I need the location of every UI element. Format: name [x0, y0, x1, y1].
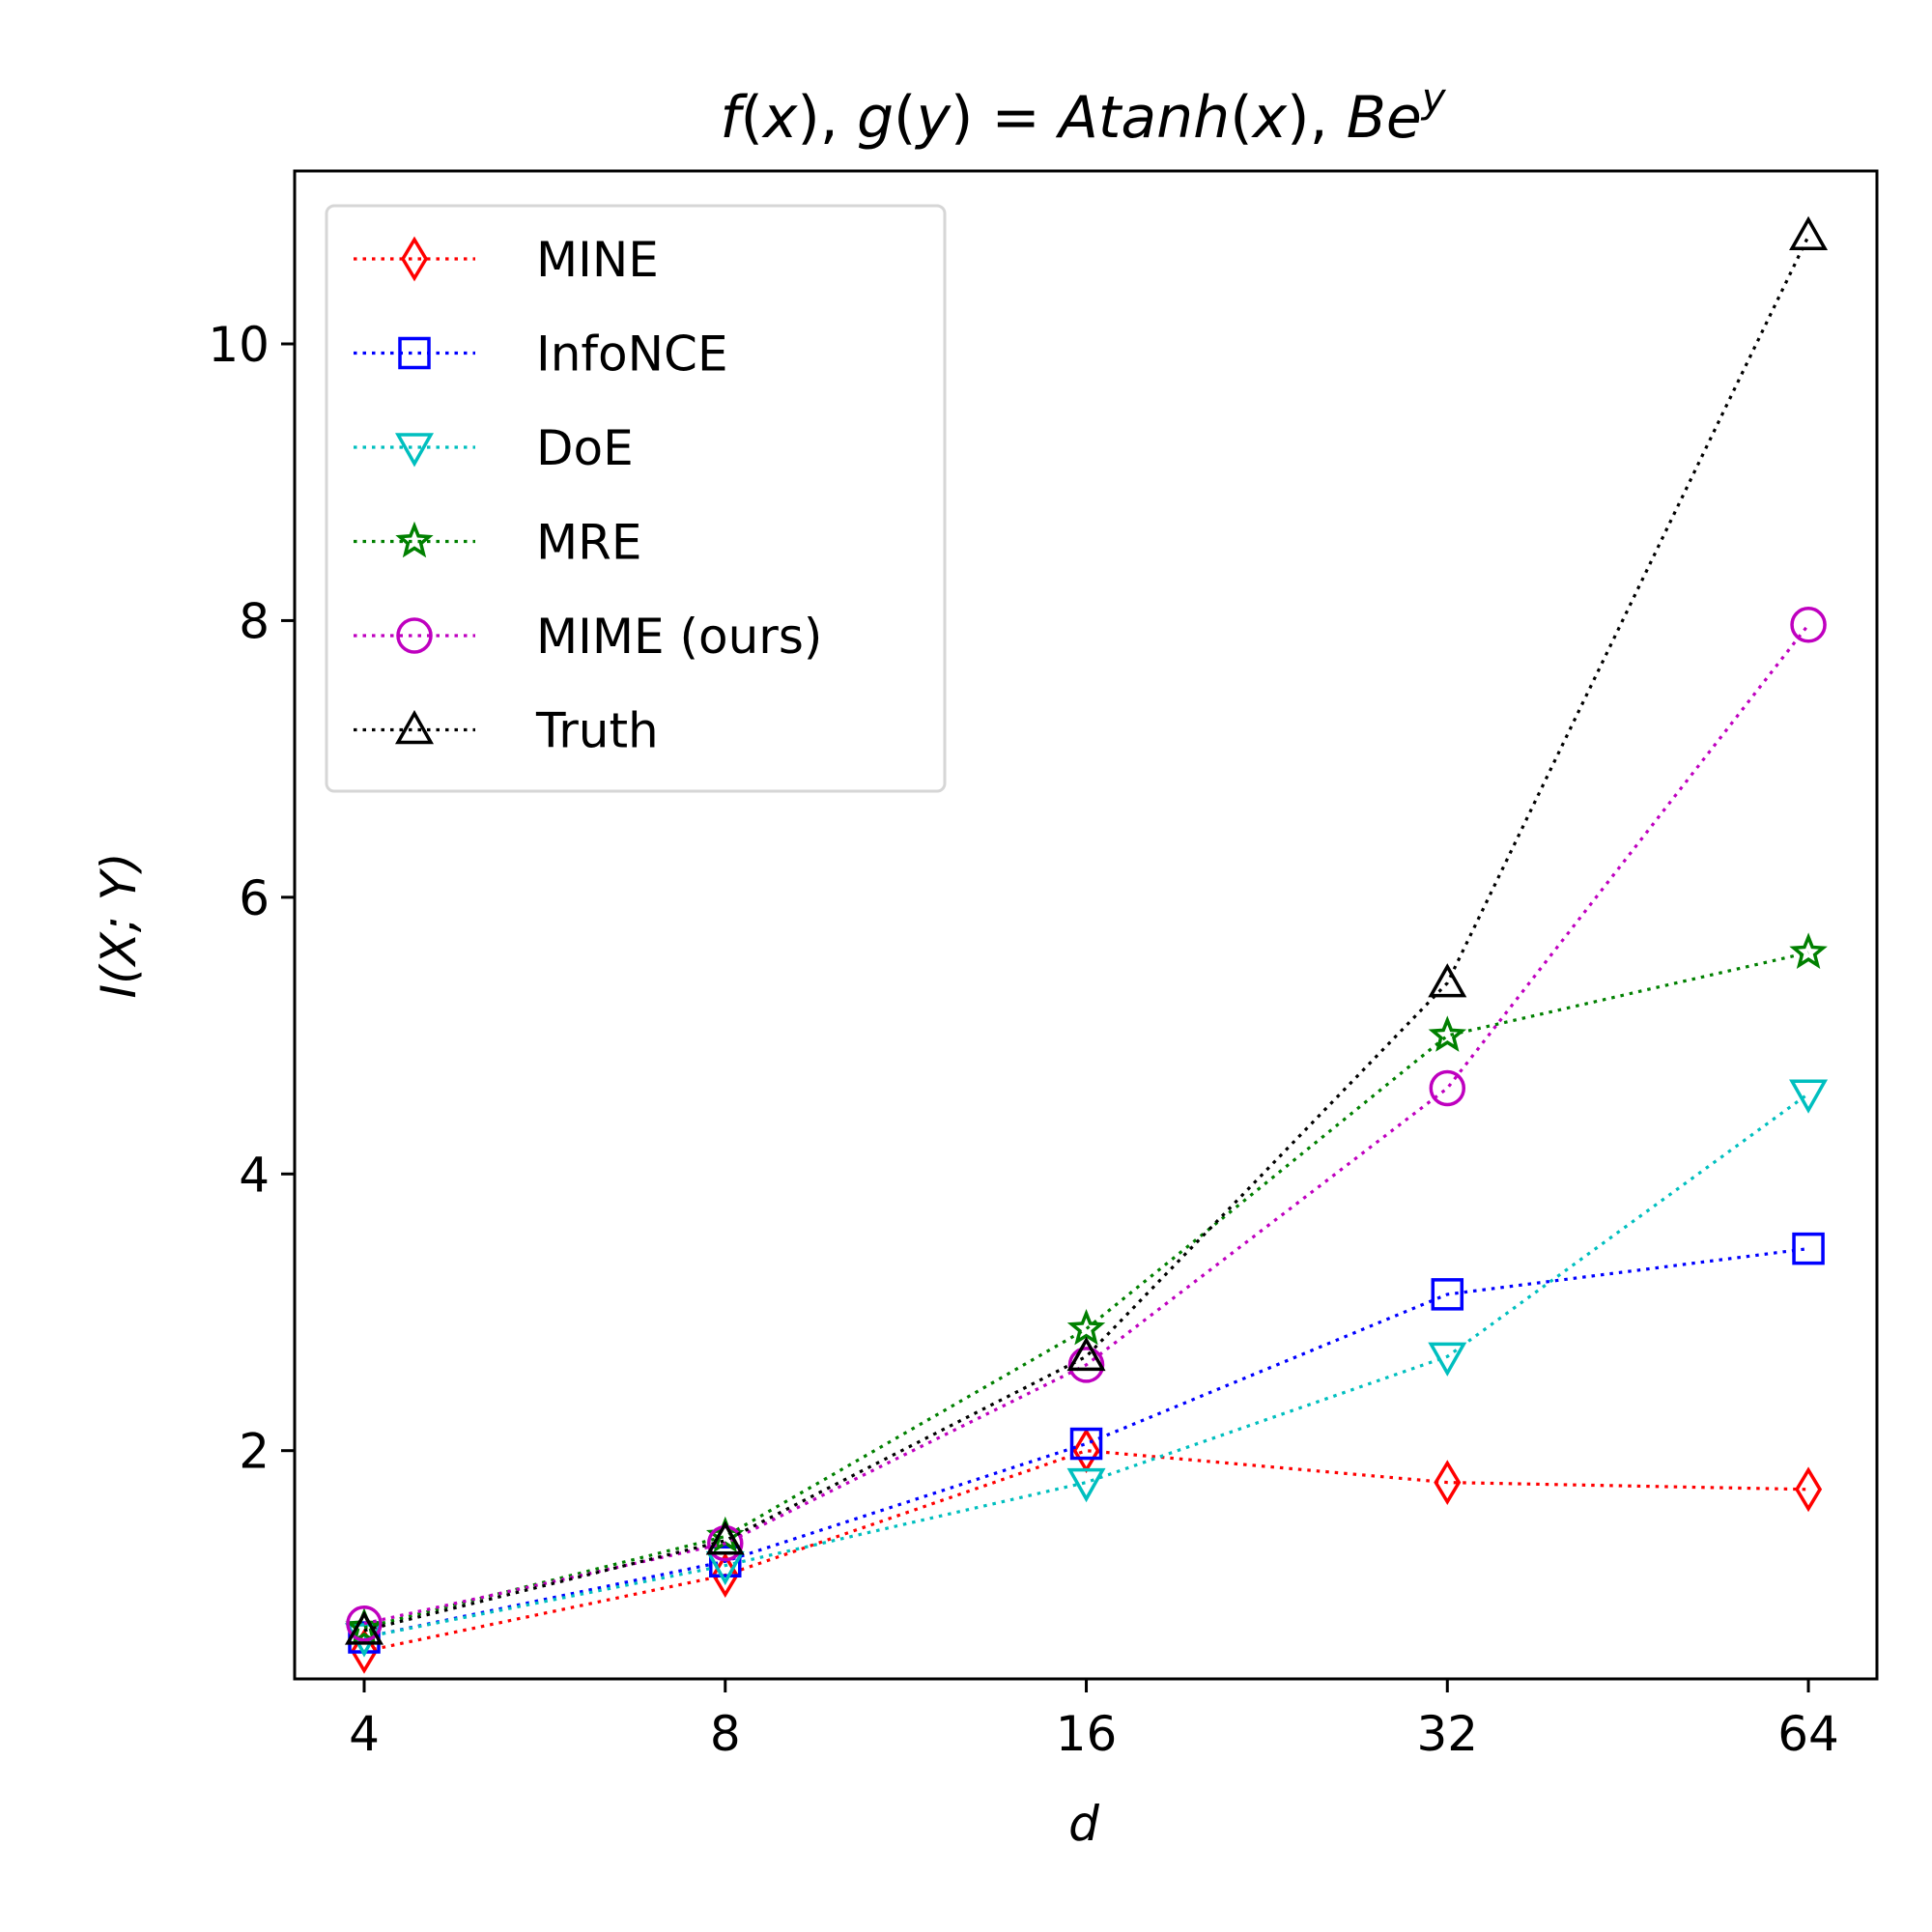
x-tick-label: 16 [1056, 1706, 1118, 1762]
title-part: x [1251, 84, 1288, 152]
data-point [1066, 1308, 1106, 1346]
title-part: ( [1230, 84, 1252, 152]
legend-label: MINE [536, 232, 659, 288]
series-line [363, 951, 1809, 1630]
data-point [345, 1607, 384, 1644]
legend-marker [398, 336, 431, 370]
legend-label: MRE [536, 515, 641, 571]
title-part: ), [1287, 84, 1347, 152]
y-tick-label: 8 [239, 593, 270, 649]
legend-box [325, 204, 947, 793]
legend-entry: DoE [354, 420, 634, 476]
legend-marker [396, 617, 433, 654]
legend-marker [400, 236, 429, 282]
title-part: g [857, 84, 894, 152]
chart-title: f(x), g(y) = Atanh(x), Bey [720, 74, 1446, 152]
title-part: ) = [951, 84, 1059, 152]
x-axis-label: d [1068, 1796, 1099, 1852]
data-point [1429, 1069, 1466, 1107]
data-point [1066, 1467, 1106, 1503]
legend-entry: MIME (ours) [354, 609, 822, 665]
data-point [1066, 1336, 1106, 1372]
data-point [346, 1605, 383, 1642]
title-part: x [761, 84, 798, 152]
x-axis: 4 8 16 32 64 [349, 1679, 1839, 1762]
data-point [1795, 1466, 1823, 1513]
data-point [1434, 1460, 1462, 1506]
plot-area [345, 215, 1829, 1674]
series-mime-ours [346, 606, 1827, 1642]
title-superscript: y [1420, 74, 1447, 122]
data-point [350, 1628, 379, 1674]
y-axis-label: I(X; Y) [91, 852, 147, 998]
y-tick-label: 2 [239, 1424, 270, 1480]
data-point [1789, 1079, 1829, 1114]
data-point [1790, 606, 1827, 643]
x-tick-label: 64 [1777, 1706, 1839, 1762]
title-part: y [914, 84, 952, 152]
data-point [1428, 1015, 1467, 1052]
data-point [345, 1610, 384, 1645]
x-tick-label: 8 [710, 1706, 741, 1762]
legend-label: InfoNCE [536, 327, 728, 383]
legend-marker [395, 521, 434, 558]
series-line [363, 623, 1810, 1626]
data-point [1428, 963, 1467, 998]
title-part: ( [894, 84, 916, 152]
x-tick-label: 32 [1416, 1706, 1478, 1762]
legend-entry: InfoNCE [354, 327, 728, 383]
legend-label: Truth [535, 703, 659, 759]
series-line [363, 235, 1810, 1633]
y-tick-label: 4 [239, 1147, 270, 1203]
legend-entry: MRE [354, 515, 641, 571]
legend-entry: Truth [354, 703, 659, 759]
y-tick-label: 6 [239, 870, 270, 926]
title-part: Be [1347, 84, 1422, 152]
series-truth [345, 215, 1829, 1645]
legend-label: MIME (ours) [536, 609, 822, 665]
y-axis: 2 4 6 8 10 [208, 317, 295, 1480]
legend-marker [394, 433, 435, 468]
data-point [705, 1520, 745, 1555]
data-point [1428, 1342, 1467, 1377]
data-point [1431, 1278, 1464, 1311]
data-point [1789, 932, 1828, 969]
legend-label: DoE [536, 420, 634, 476]
legend-entry: MINE [354, 232, 659, 288]
y-tick-label: 10 [208, 317, 270, 373]
data-point [709, 1545, 742, 1578]
title-part: ( [740, 84, 762, 152]
data-point [1069, 1427, 1103, 1461]
x-tick-label: 4 [349, 1706, 380, 1762]
title-part: Atanh [1055, 84, 1230, 152]
data-point [1792, 1232, 1825, 1265]
legend-marker [394, 709, 435, 745]
title-part: ), [797, 84, 857, 152]
data-point [1067, 1347, 1105, 1383]
data-point [1789, 215, 1829, 251]
legend: MINE InfoNCE DoE MRE MIME (ours) Truth [325, 204, 947, 793]
